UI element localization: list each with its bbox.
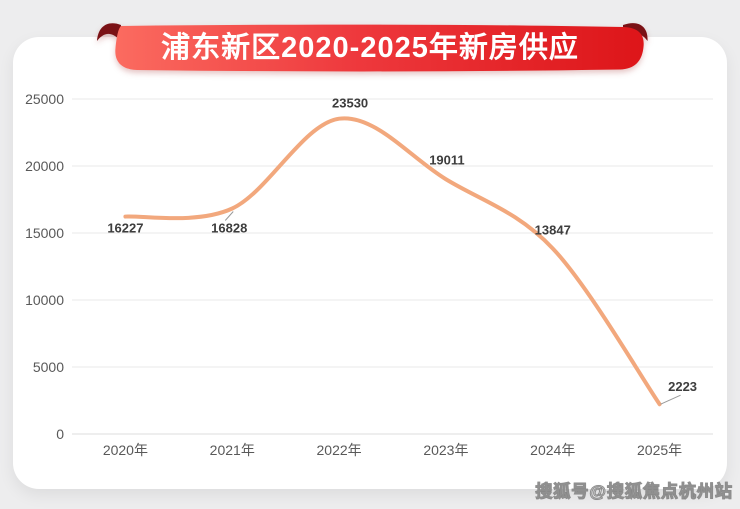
chart-title: 浦东新区2020-2025年新房供应 <box>161 30 579 64</box>
x-axis-labels: 2020年 2021年 2022年 2023年 2024年 2025年 <box>103 442 682 458</box>
y-tick-label: 10000 <box>25 292 64 308</box>
data-point-label: 16828 <box>211 221 247 236</box>
data-point-label: 19011 <box>429 152 464 167</box>
y-tick-label: 20000 <box>25 158 64 174</box>
data-point-label: 23530 <box>332 96 368 111</box>
line-series <box>123 116 662 407</box>
x-tick-label: 2020年 <box>103 442 148 458</box>
x-tick-label: 2025年 <box>637 442 682 458</box>
y-tick-label: 0 <box>56 426 64 442</box>
data-labels: 16227 16828 23530 19011 13847 2223 <box>107 96 697 405</box>
label-leader-line <box>224 211 234 221</box>
y-tick-label: 15000 <box>25 225 64 241</box>
series-line <box>123 116 662 407</box>
data-point-label: 16227 <box>107 221 143 236</box>
data-point-label: 13847 <box>535 222 571 237</box>
x-tick-label: 2023年 <box>423 442 468 458</box>
ribbon-body <box>115 24 644 72</box>
y-axis-labels: 0 5000 10000 15000 20000 25000 <box>25 91 64 442</box>
grid-lines <box>72 98 713 435</box>
data-point-label: 2223 <box>668 379 697 394</box>
x-tick-label: 2024年 <box>530 442 575 458</box>
x-tick-label: 2021年 <box>210 442 255 458</box>
y-tick-label: 5000 <box>33 359 64 375</box>
y-tick-label: 25000 <box>25 91 64 107</box>
title-ribbon: 浦东新区2020-2025年新房供应 <box>97 23 648 72</box>
label-leader-line <box>660 394 681 405</box>
chart-card <box>13 37 727 489</box>
x-tick-label: 2022年 <box>317 442 362 458</box>
watermark: 搜狐号@搜狐焦点杭州站 <box>535 482 733 502</box>
ribbon-left-fold-icon <box>97 23 121 42</box>
